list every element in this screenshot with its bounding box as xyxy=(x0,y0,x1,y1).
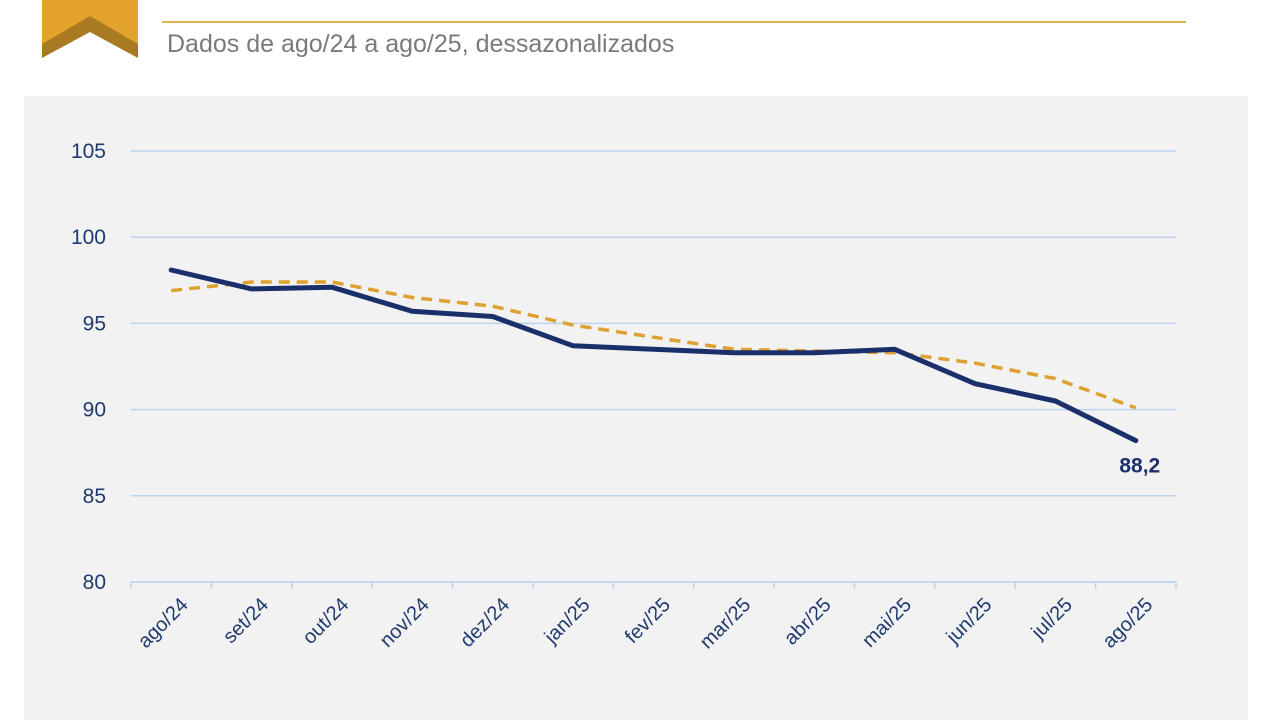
y-tick-label: 100 xyxy=(71,226,106,249)
x-tick-label: mar/25 xyxy=(696,594,756,654)
x-tick-label: mai/25 xyxy=(858,594,916,652)
x-tick-label: ago/24 xyxy=(134,594,193,653)
x-tick-label: dez/24 xyxy=(456,594,514,652)
title-rule xyxy=(162,21,1186,23)
x-tick-label: ago/25 xyxy=(1098,594,1157,653)
x-tick-label: fev/25 xyxy=(621,594,675,648)
x-tick-label: jun/25 xyxy=(942,594,997,649)
x-tick-label: jan/25 xyxy=(540,594,595,649)
y-tick-label: 95 xyxy=(83,312,106,335)
chart-panel: 105 100 95 90 85 80 ago/24 set/24 out/24 nov/24 de… xyxy=(24,96,1248,720)
line-chart: 105 100 95 90 85 80 ago/24 set/24 out/24 nov/24 de… xyxy=(71,140,1177,654)
y-tick-label: 90 xyxy=(83,399,106,422)
data-label: 88,2 xyxy=(1119,455,1160,478)
chart-subtitle: Dados de ago/24 a ago/25, dessazonalizad… xyxy=(167,30,675,58)
x-tick-label: out/24 xyxy=(299,594,354,649)
x-tick-label: abr/25 xyxy=(780,594,836,650)
chevron-up-icon xyxy=(42,0,138,58)
series-line-solid xyxy=(168,267,1139,444)
y-tick-label: 85 xyxy=(83,485,106,508)
x-tick-label: jul/25 xyxy=(1027,594,1077,644)
x-tick-label: set/24 xyxy=(219,594,273,648)
y-tick-label: 80 xyxy=(83,571,106,594)
y-tick-label: 105 xyxy=(71,140,106,163)
x-tick-label: nov/24 xyxy=(376,594,434,652)
